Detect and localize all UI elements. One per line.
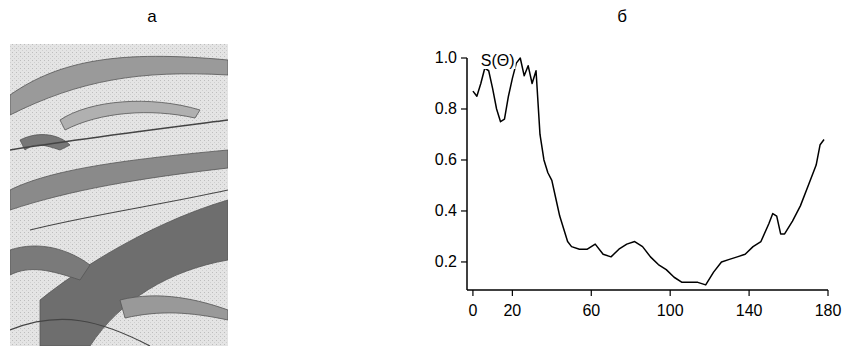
image-feature [10,246,90,280]
x-tick [512,290,513,296]
x-tick [591,290,592,296]
x-tick-label: 100 [657,302,684,319]
x-tick-label: 0 [468,302,477,319]
x-tick [670,290,671,296]
image-edge [10,319,150,346]
y-tick-label: 0.4 [435,202,457,219]
x-axis [467,289,828,291]
image-ground [10,44,228,346]
y-tick-label: 1.0 [435,49,457,66]
y-tick [461,159,467,160]
x-tick-label: 180 [815,302,842,319]
x-tick [827,290,828,296]
x-tick [472,290,473,296]
y-tick [461,108,467,109]
plot-area [473,58,824,285]
y-tick-label: 0.8 [435,100,457,117]
x-tick-label: 20 [503,302,521,319]
image [10,44,228,346]
x-tick-label: 140 [736,302,763,319]
image-feature [10,150,228,210]
x-tick-label: 60 [582,302,600,319]
title-patch [480,52,516,69]
data-line [473,58,824,285]
y-tick-label: 0.6 [435,151,457,168]
image-edge [30,190,228,230]
x-tick [748,290,749,296]
y-axis [466,58,468,290]
figure: а б 0 20 60 100 140 180 0.2 0.4 0.6 0.8 1.0 S(Θ) [0,0,868,361]
image-feature [120,296,228,320]
y-tick [461,261,467,262]
y-tick [461,210,467,211]
panel-label: б [617,7,627,26]
image-edge [10,120,228,150]
y-tick-label: 0.2 [435,253,457,270]
chart-title: S(Θ) [481,52,515,69]
y-tick [461,57,467,58]
panel-label: а [147,7,157,26]
